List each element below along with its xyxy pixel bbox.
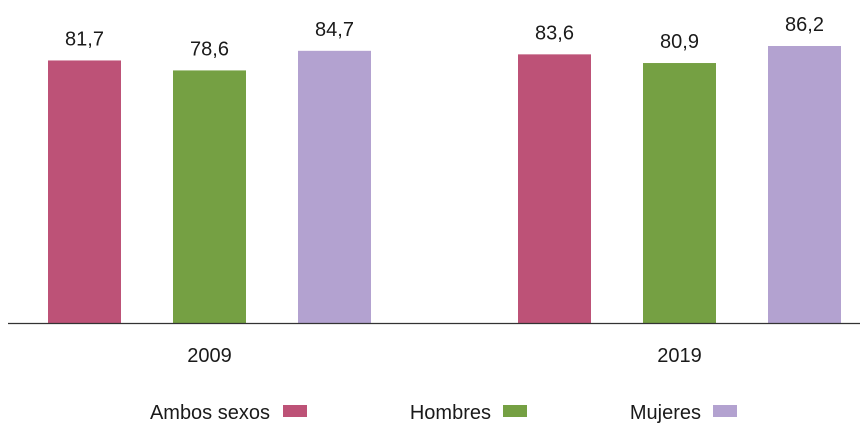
value-label-2019-mujeres: 86,2 — [785, 14, 824, 36]
x-tick-label-2009: 2009 — [187, 345, 232, 367]
value-label-2009-ambos-sexos: 81,7 — [65, 28, 104, 50]
legend-swatch-mujeres — [713, 405, 737, 417]
value-label-2019-ambos-sexos: 83,6 — [535, 22, 574, 44]
value-label-2009-mujeres: 84,7 — [315, 19, 354, 41]
bar-group — [48, 46, 841, 324]
legend-label-ambos-sexos: Ambos sexos — [150, 402, 270, 423]
bar-2009-hombres — [173, 70, 246, 323]
legend: Ambos sexos Hombres Mujeres — [150, 402, 737, 423]
bar-2009-ambos-sexos — [48, 60, 121, 323]
value-label-2019-hombres: 80,9 — [660, 31, 699, 53]
legend-swatch-ambos-sexos — [283, 405, 307, 417]
bar-2019-ambos-sexos — [518, 54, 591, 324]
value-label-group: 81,7 78,6 84,7 83,6 80,9 86,2 — [65, 14, 824, 60]
bar-2019-hombres — [643, 63, 716, 324]
x-tick-label-2019: 2019 — [657, 345, 702, 367]
legend-label-hombres: Hombres — [410, 402, 491, 423]
bar-2019-mujeres — [768, 46, 841, 323]
legend-swatch-hombres — [503, 405, 527, 417]
legend-label-mujeres: Mujeres — [630, 402, 701, 423]
value-label-2009-hombres: 78,6 — [190, 38, 229, 60]
x-tick-label-group: 2009 2019 — [187, 345, 702, 367]
bar-2009-mujeres — [298, 50, 371, 323]
